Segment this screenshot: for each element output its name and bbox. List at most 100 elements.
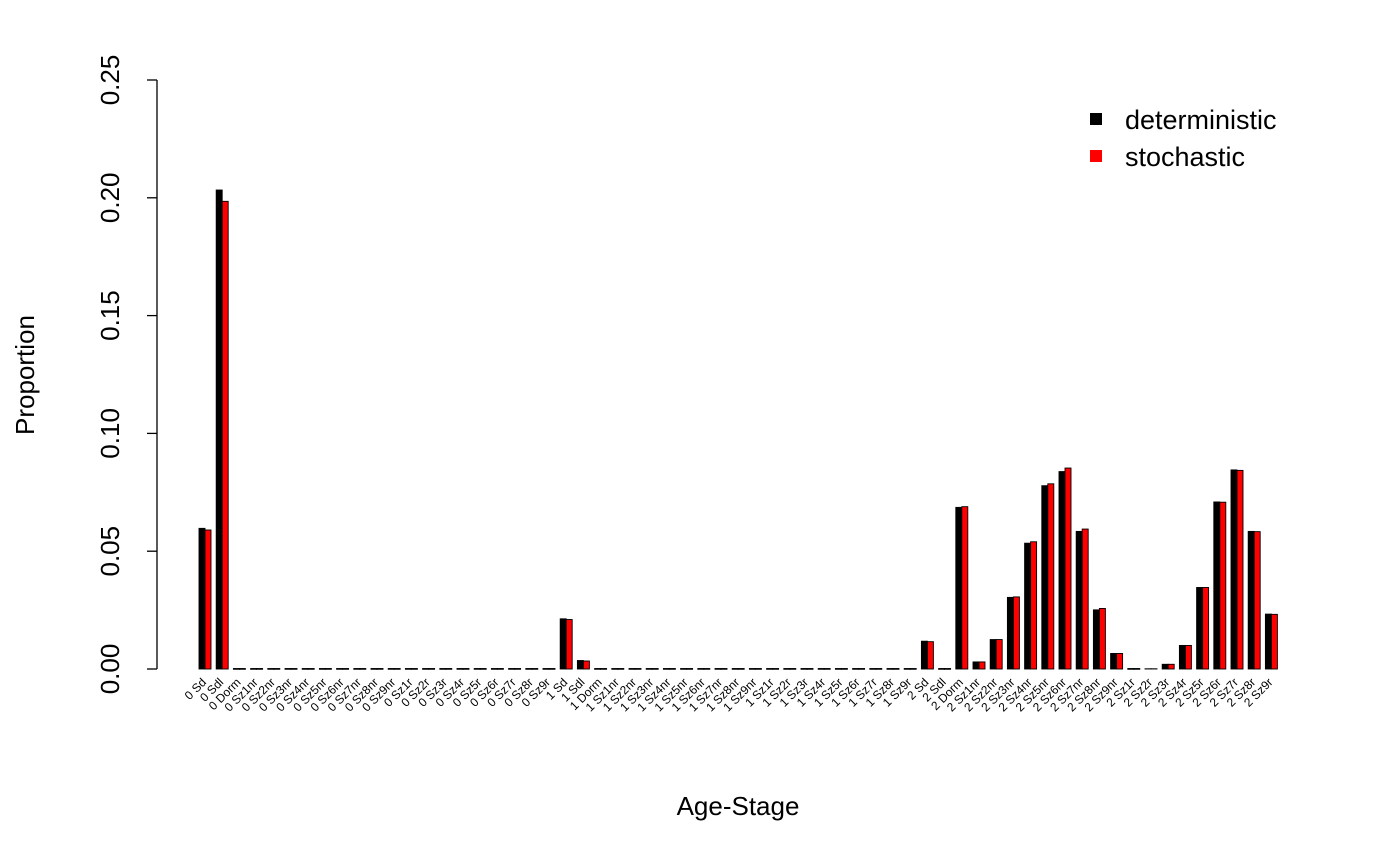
bar-deterministic (508, 668, 516, 670)
bar-deterministic (1161, 663, 1169, 670)
legend-swatch-stochastic (1090, 150, 1102, 162)
bar-stochastic (806, 668, 814, 670)
legend-label-deterministic: deterministic (1125, 105, 1277, 135)
bar-deterministic (938, 668, 946, 670)
bar-deterministic (404, 668, 412, 670)
bar-stochastic (634, 668, 642, 670)
bar-deterministic (1247, 530, 1255, 670)
y-axis: 0.00 0.05 0.10 0.15 0.20 0.25 (95, 55, 158, 695)
bar-stochastic (754, 668, 762, 670)
legend: deterministic stochastic (1090, 105, 1277, 172)
bar-deterministic (628, 668, 636, 670)
bar-deterministic (232, 668, 240, 670)
bar-stochastic (875, 668, 883, 670)
bar-deterministic (490, 668, 498, 670)
bar-stochastic (600, 668, 608, 670)
bar-deterministic (215, 189, 223, 670)
bar-deterministic (834, 668, 842, 670)
bar-stochastic (582, 660, 590, 670)
bar-stochastic (1270, 613, 1278, 670)
bar-stochastic (1253, 531, 1261, 670)
legend-swatch-deterministic (1090, 113, 1102, 125)
bar-stochastic (1012, 596, 1020, 670)
bar-deterministic (439, 668, 447, 670)
bar-deterministic (869, 668, 877, 670)
bar-deterministic (817, 668, 825, 670)
bar-stochastic (342, 668, 350, 670)
bar-stochastic (273, 668, 281, 670)
bar-stochastic (324, 668, 332, 670)
bar-deterministic (301, 668, 309, 670)
bar-stochastic (651, 668, 659, 670)
bar-series-group (198, 189, 1278, 670)
bar-deterministic (886, 668, 894, 670)
bar-deterministic (955, 506, 963, 670)
bar-stochastic (290, 668, 298, 670)
y-axis-label: Proportion (10, 315, 40, 435)
bar-stochastic (617, 668, 625, 670)
y-tick-label: 0.15 (95, 290, 125, 341)
bar-stochastic (978, 661, 986, 670)
bar-deterministic (766, 668, 774, 670)
bar-stochastic (462, 668, 470, 670)
bar-stochastic (1219, 501, 1227, 670)
bar-deterministic (714, 668, 722, 670)
bar-stochastic (961, 506, 969, 670)
x-axis-label: Age-Stage (677, 791, 800, 821)
bar-stochastic (565, 619, 573, 670)
bar-deterministic (336, 668, 344, 670)
bar-deterministic (748, 668, 756, 670)
bar-stochastic (944, 668, 952, 670)
bar-stochastic (1202, 587, 1210, 670)
bar-stochastic (428, 668, 436, 670)
bar-stochastic (668, 668, 676, 670)
bar-stochastic (823, 668, 831, 670)
bar-stochastic (892, 668, 900, 670)
bar-deterministic (903, 668, 911, 670)
y-tick-label: 0.10 (95, 408, 125, 459)
bar-stochastic (479, 668, 487, 670)
bar-deterministic (525, 668, 533, 670)
bar-deterministic (387, 668, 395, 670)
bar-deterministic (353, 668, 361, 670)
bar-stochastic (737, 668, 745, 670)
bar-deterministic (1092, 609, 1100, 670)
bar-stochastic (703, 668, 711, 670)
bar-deterministic (1264, 613, 1272, 670)
bar-deterministic (1058, 471, 1066, 670)
bar-stochastic (909, 668, 917, 670)
bar-stochastic (772, 668, 780, 670)
bar-stochastic (720, 668, 728, 670)
bar-deterministic (1006, 596, 1014, 670)
bar-deterministic (697, 668, 705, 670)
bar-stochastic (1098, 608, 1106, 670)
bar-stochastic (393, 668, 401, 670)
bar-stochastic (514, 668, 522, 670)
bar-deterministic (662, 668, 670, 670)
bar-stochastic (548, 668, 556, 670)
bar-deterministic (680, 668, 688, 670)
bar-deterministic (645, 668, 653, 670)
bar-stochastic (858, 668, 866, 670)
bar-stochastic (1047, 483, 1055, 670)
bar-stochastic (256, 668, 264, 670)
y-tick-label: 0.20 (95, 172, 125, 223)
y-tick-label: 0.05 (95, 526, 125, 577)
bar-stochastic (531, 668, 539, 670)
y-tick-label: 0.25 (95, 55, 125, 106)
bar-stochastic (410, 668, 418, 670)
bar-deterministic (318, 668, 326, 670)
bar-deterministic (594, 668, 602, 670)
bar-deterministic (422, 668, 430, 670)
bar-deterministic (198, 527, 206, 670)
bar-deterministic (284, 668, 292, 670)
y-tick-label: 0.00 (95, 644, 125, 695)
bar-stochastic (445, 668, 453, 670)
bar-deterministic (1196, 587, 1204, 670)
bar-deterministic (1213, 501, 1221, 670)
bar-stochastic (1064, 467, 1072, 670)
bar-deterministic (731, 668, 739, 670)
bar-stochastic (238, 668, 246, 670)
bar-stochastic (1116, 653, 1124, 670)
bar-stochastic (359, 668, 367, 670)
